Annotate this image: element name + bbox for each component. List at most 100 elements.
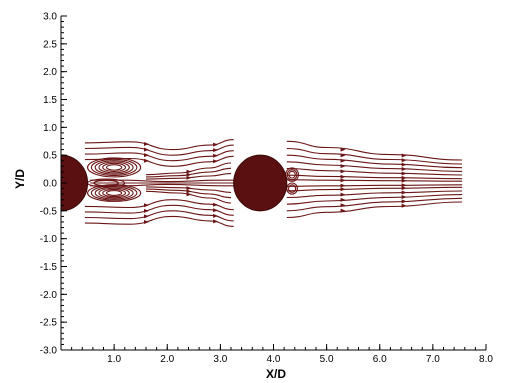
wake-streamline: [286, 201, 463, 219]
flow-arrow: [401, 183, 407, 188]
flow-arrow: [186, 169, 192, 174]
y-tick-label: -1.0: [40, 234, 58, 245]
flow-arrow: [401, 162, 407, 167]
x-tick-label: 2.0: [160, 354, 174, 365]
axes: 3.0 2.5 2.0 1.5 1.0 0.5 0.0 -0.5 -1.0 -1.5 -2.0 -2.…: [40, 12, 494, 366]
y-tick-label: -3.0: [40, 346, 58, 357]
wake-streamline: [286, 147, 463, 165]
wake-streamline: [286, 197, 463, 212]
flow-arrow: [144, 147, 149, 152]
x-tick-label: 7.0: [426, 354, 440, 365]
shear-streamline: [145, 173, 232, 180]
shear-streamline: [145, 188, 232, 199]
gap-streamline: [84, 144, 234, 156]
x-tick-label: 5.0: [320, 354, 334, 365]
y-tick-label: -0.5: [40, 206, 58, 217]
gap-streamline: [84, 150, 234, 162]
flow-arrow: [144, 203, 149, 208]
flow-arrow: [401, 178, 407, 183]
shear-streamline: [145, 190, 232, 204]
gap-streamline: [84, 199, 234, 211]
shear-streamline: [145, 162, 232, 176]
flow-arrow: [144, 158, 149, 163]
cylinder-1: [61, 154, 89, 212]
wake-streamline: [286, 140, 463, 161]
x-tick-label: 6.0: [373, 354, 387, 365]
flow-arrow: [213, 208, 219, 213]
flow-arrow: [340, 203, 346, 208]
flow-arrow: [144, 214, 149, 219]
flow-arrow: [213, 219, 219, 224]
flow-arrow: [340, 192, 346, 197]
flow-arrow: [213, 142, 219, 147]
lower-eddy: [105, 190, 123, 196]
y-tick-label: 1.5: [43, 95, 57, 106]
flow-arrow: [340, 208, 346, 213]
downstream-lower-eddy: [288, 184, 297, 193]
flow-arrow: [401, 167, 407, 172]
flow-arrow: [144, 142, 149, 147]
gap-streamline: [84, 204, 234, 216]
flow-arrow: [213, 153, 219, 158]
cylinders: [61, 154, 288, 212]
flow-arrow: [401, 175, 407, 180]
upper-eddy: [105, 164, 123, 171]
upper-eddy: [94, 160, 134, 175]
flow-arrow: [144, 219, 149, 224]
wake-streamline: [286, 184, 463, 187]
y-tick-label: -2.5: [40, 318, 58, 329]
wake-streamline: [286, 174, 463, 180]
flow-arrow: [144, 153, 149, 158]
y-tick-label: 2.5: [43, 39, 57, 50]
y-tick-label: 1.0: [43, 123, 57, 134]
x-tick-label: 1.0: [107, 354, 121, 365]
y-tick-label: -1.5: [40, 262, 58, 273]
flow-arrow: [186, 175, 192, 180]
wake-streamline: [286, 179, 463, 182]
y-tick-label: -2.0: [40, 290, 58, 301]
flow-arrow: [401, 153, 407, 158]
lower-eddy: [102, 188, 127, 198]
y-tick-label: 0.0: [43, 179, 57, 190]
lower-eddy: [90, 185, 138, 201]
flow-arrow: [186, 186, 192, 191]
center-eddy: [93, 179, 120, 187]
flow-arrow: [186, 172, 192, 177]
flow-arrow: [144, 208, 149, 213]
y-axis-title: Y/D: [13, 169, 27, 189]
upper-eddy: [102, 162, 127, 173]
downstream-upper-eddy: [286, 169, 298, 181]
wake-streamline: [286, 167, 463, 176]
y-tick-label: 3.0: [43, 12, 57, 23]
wake-streamline: [286, 161, 463, 172]
flow-arrow: [213, 213, 219, 218]
flow-arrow: [340, 187, 346, 192]
flow-arrow: [340, 164, 346, 169]
lower-eddy: [98, 187, 130, 199]
flow-arrow: [401, 203, 407, 208]
flow-arrow: [340, 197, 346, 202]
flow-arrow: [401, 199, 407, 204]
flow-arrow: [401, 194, 407, 199]
cylinder-2: [233, 154, 288, 212]
flow-arrow: [340, 147, 346, 152]
flow-arrow: [401, 190, 407, 195]
x-tick-label: 8.0: [479, 354, 493, 365]
upper-eddy: [98, 161, 130, 174]
gap-streamline: [84, 215, 234, 227]
flow-arrow: [401, 171, 407, 176]
wake-streamline: [286, 186, 463, 192]
wake-streamline: [286, 190, 463, 199]
gap-streamline: [84, 139, 234, 151]
shear-streamline: [145, 186, 232, 193]
gap-streamline: [84, 210, 234, 222]
downstream-upper-eddy: [288, 170, 296, 179]
flow-arrow: [340, 178, 346, 183]
flow-arrow: [340, 183, 346, 188]
y-tick-label: 2.0: [43, 67, 57, 78]
gap-streamline: [84, 155, 234, 167]
x-tick-label: 3.0: [213, 354, 227, 365]
upper-eddy: [90, 158, 138, 177]
lower-eddy: [94, 186, 134, 200]
flow-arrow: [340, 169, 346, 174]
